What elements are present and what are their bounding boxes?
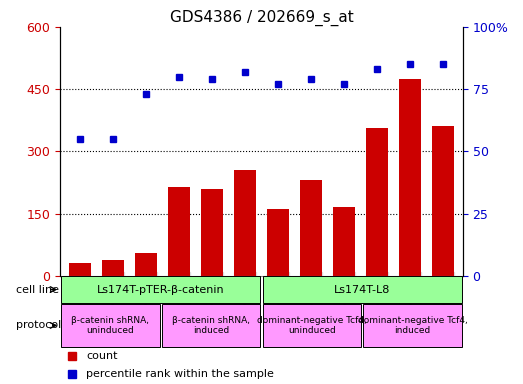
- Bar: [201, 189, 223, 276]
- Text: percentile rank within the sample: percentile rank within the sample: [86, 369, 274, 379]
- Text: dominant-negative Tcf4,
induced: dominant-negative Tcf4, induced: [358, 316, 468, 335]
- Bar: [162, 304, 260, 347]
- Bar: [263, 276, 462, 303]
- Title: GDS4386 / 202669_s_at: GDS4386 / 202669_s_at: [169, 9, 354, 25]
- Text: count: count: [86, 351, 118, 361]
- Text: Ls174T-L8: Ls174T-L8: [334, 285, 390, 295]
- Bar: [135, 253, 157, 276]
- Bar: [102, 260, 123, 276]
- Bar: [300, 180, 322, 276]
- Text: dominant-negative Tcf4,
uninduced: dominant-negative Tcf4, uninduced: [257, 316, 367, 335]
- Bar: [263, 304, 361, 347]
- Text: cell line: cell line: [16, 285, 59, 295]
- Text: protocol: protocol: [16, 320, 61, 331]
- Bar: [433, 126, 454, 276]
- Bar: [400, 79, 421, 276]
- Text: Ls174T-pTER-β-catenin: Ls174T-pTER-β-catenin: [97, 285, 225, 295]
- Bar: [61, 304, 160, 347]
- Bar: [267, 209, 289, 276]
- Text: β-catenin shRNA,
uninduced: β-catenin shRNA, uninduced: [72, 316, 150, 335]
- Bar: [363, 304, 462, 347]
- Bar: [333, 207, 355, 276]
- Bar: [61, 276, 260, 303]
- Bar: [168, 187, 190, 276]
- Bar: [366, 129, 388, 276]
- Bar: [234, 170, 256, 276]
- Bar: [69, 263, 90, 276]
- Text: β-catenin shRNA,
induced: β-catenin shRNA, induced: [172, 316, 250, 335]
